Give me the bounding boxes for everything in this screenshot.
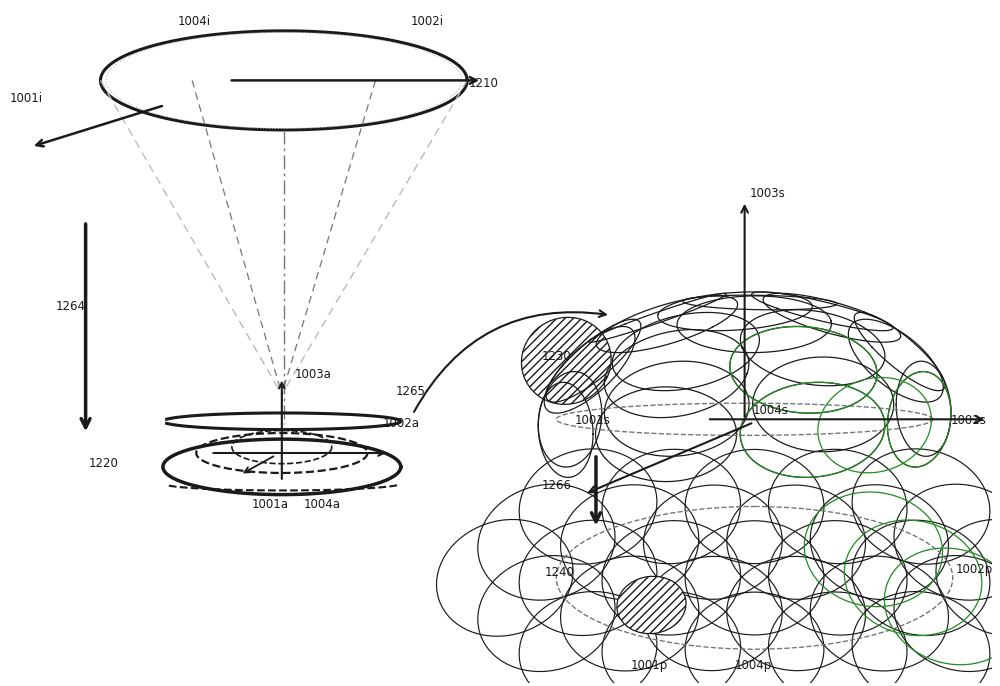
Text: 1004p: 1004p bbox=[735, 659, 772, 672]
Text: 1004a: 1004a bbox=[304, 499, 341, 512]
Text: 1210: 1210 bbox=[469, 78, 499, 91]
Text: 1004s: 1004s bbox=[753, 404, 788, 417]
Text: 1002a: 1002a bbox=[383, 417, 420, 430]
Text: 1001a: 1001a bbox=[252, 499, 289, 512]
Text: 1265: 1265 bbox=[396, 385, 426, 397]
Text: 1004i: 1004i bbox=[178, 15, 211, 28]
Text: 1002p: 1002p bbox=[956, 563, 993, 576]
Text: 1266: 1266 bbox=[541, 479, 571, 492]
Text: 1003s: 1003s bbox=[750, 187, 785, 200]
Text: 1001p: 1001p bbox=[631, 659, 668, 672]
Text: 1003a: 1003a bbox=[295, 368, 332, 381]
Text: 1002s: 1002s bbox=[951, 414, 987, 427]
Ellipse shape bbox=[617, 576, 686, 634]
Text: 1220: 1220 bbox=[89, 457, 118, 470]
Text: 1264: 1264 bbox=[56, 300, 86, 314]
Text: 1240: 1240 bbox=[544, 566, 574, 579]
Text: 1002i: 1002i bbox=[411, 15, 444, 28]
Ellipse shape bbox=[521, 318, 611, 404]
Text: 1001i: 1001i bbox=[9, 92, 42, 105]
Text: 1001s: 1001s bbox=[575, 414, 611, 427]
Text: 1230: 1230 bbox=[541, 350, 571, 363]
